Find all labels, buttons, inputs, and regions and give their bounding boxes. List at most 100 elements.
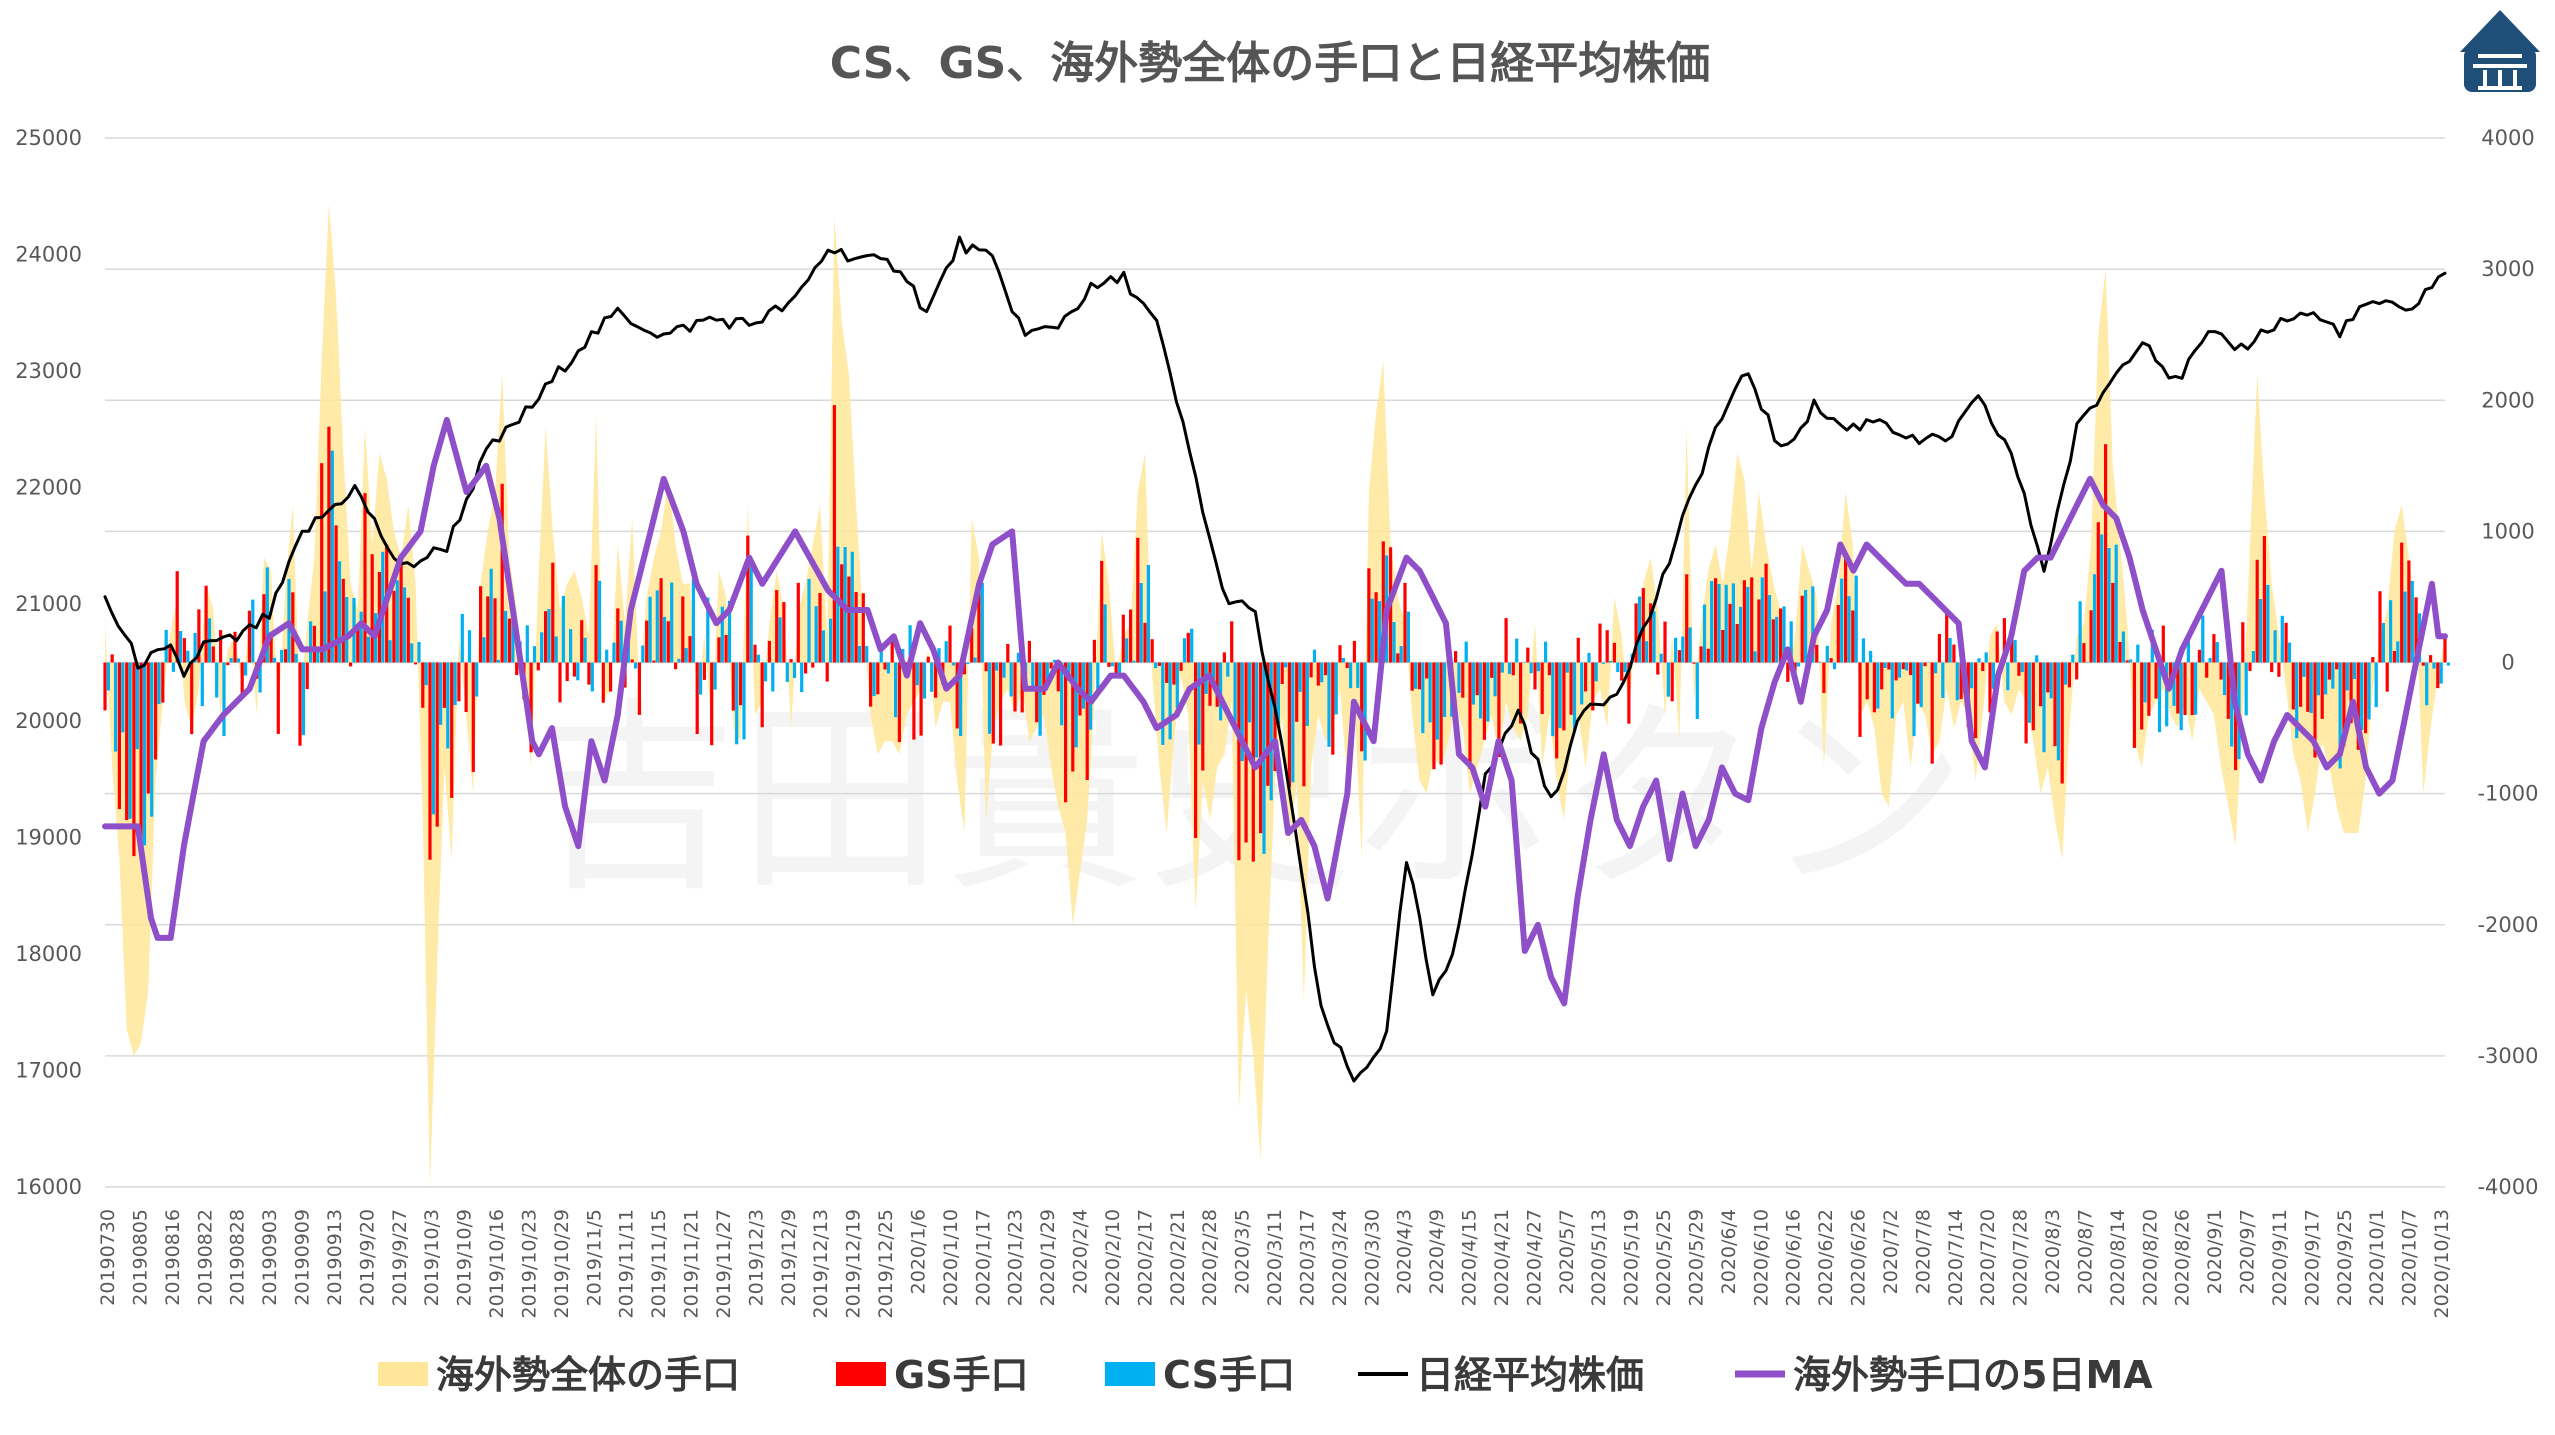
cs-bar [829,618,833,663]
cs-bar [402,587,407,663]
cs-bar [1500,662,1504,673]
cs-bar [128,662,132,819]
gs-bar [406,597,410,663]
cs-bar [1760,577,1764,663]
gs-bar [1013,662,1017,712]
cs-bar [605,649,609,663]
cs-bar [1869,650,1873,663]
gs-bar [450,662,454,798]
gs-bar [1728,603,1732,663]
gs-bar [2414,597,2418,663]
gs-bar [926,656,930,663]
gs-bar [890,639,894,663]
cs-bar [2360,662,2364,730]
cs-bar [836,546,840,663]
gs-bar [565,662,569,682]
cs-bar [294,653,298,663]
cs-bar [1211,662,1215,687]
gs-bar [154,662,158,760]
gs-bar [2190,662,2194,715]
cs-bar [2403,591,2407,663]
cs-bar [1464,641,1468,663]
cs-bar [1479,662,1483,719]
gs-bar [2364,662,2368,734]
cs-bar [316,648,320,663]
right-tick-label: 4000 [2481,126,2534,150]
cs-bar [1269,662,1273,801]
cs-bar [475,662,479,697]
cs-bar [1753,651,1757,663]
cs-bar [1804,589,1808,663]
gs-bar [2053,662,2057,747]
gs-bar [1670,662,1674,702]
cs-bar [1991,662,1995,689]
gs-bar [1165,662,1169,683]
cs-bar [222,662,226,737]
gs-bar [2306,662,2310,712]
gs-bar [1699,646,1703,663]
gs-bar [2400,542,2404,663]
gs-bar [1909,662,1913,675]
gs-bar [616,608,620,663]
gs-bar [847,576,851,663]
gs-bar [457,662,461,702]
x-tick-label: 2020/4/3 [1394,1209,1416,1294]
gs-bar [753,644,757,663]
cs-bar [2439,662,2443,684]
gs-bar [146,662,150,794]
cs-bar [431,662,435,815]
cs-bar [1197,662,1201,745]
gs-bar [182,638,186,663]
legend-swatch [378,1362,428,1386]
cs-bar [1414,662,1418,689]
cs-bar [1139,583,1143,663]
cs-bar [1096,662,1100,695]
cs-bar [1089,662,1093,730]
gs-bar [341,578,345,663]
cs-bar [1767,595,1772,663]
gs-bar [507,618,511,663]
cs-bar [951,662,955,666]
x-tick-label: 2020/8/26 [2172,1209,2194,1306]
gs-bar [2197,649,2201,663]
cs-bar [670,582,674,663]
x-tick-label: 2019/11/27 [713,1209,735,1319]
gs-bar [1114,662,1118,677]
cs-bar [114,662,118,752]
cs-bar [886,662,890,674]
cs-bar [1002,662,1006,678]
x-tick-label: 20190903 [259,1209,281,1306]
x-tick-label: 2020/9/11 [2269,1209,2291,1306]
cs-bar [2071,654,2075,663]
gs-bar [421,662,425,708]
cs-bar [1746,586,1750,663]
right-tick-label: -2000 [2477,913,2538,937]
cs-bar [1912,662,1916,737]
gs-bar [370,554,374,663]
cs-bar [662,616,667,663]
cs-bar [453,662,457,706]
gs-bar [1945,613,1949,663]
gs-bar [1461,662,1465,698]
gs-bar [211,646,215,663]
cs-bar [504,610,508,663]
gs-bar [233,631,237,663]
cs-bar [2280,615,2284,663]
gs-bar [392,590,396,663]
cs-bar [1182,638,1187,663]
right-tick-label: 3000 [2481,257,2534,281]
cs-bar [634,662,638,669]
x-tick-label: 2020/6/26 [1848,1209,1870,1306]
gs-bar [132,662,136,857]
gs-bar [1519,662,1523,724]
cs-bar [872,662,876,697]
cs-bar [742,662,746,740]
cs-bar [1356,662,1360,688]
cs-bar [1233,662,1237,731]
cs-bar [2049,662,2053,699]
gs-bar [1685,574,1689,663]
cs-bar [1861,638,1865,663]
gs-bar [2436,662,2440,689]
cs-bar [894,662,898,718]
x-tick-label: 2020/4/9 [1426,1209,1448,1294]
